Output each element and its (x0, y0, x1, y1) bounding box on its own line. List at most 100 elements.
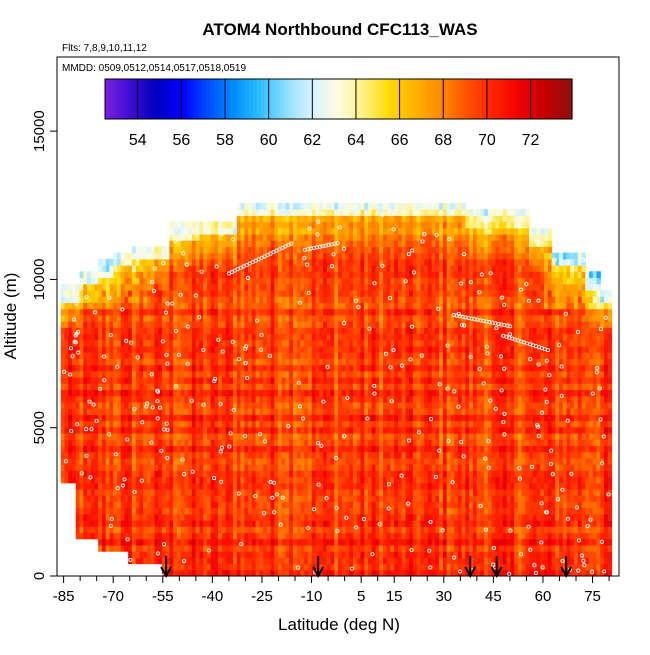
heatmap-cell (379, 501, 384, 509)
heatmap-cell (139, 395, 144, 403)
heatmap-cell (191, 333, 197, 341)
heatmap-cell (146, 395, 152, 403)
heatmap-cell (83, 321, 88, 328)
heatmap-cell (139, 532, 144, 540)
heatmap-cell (229, 445, 234, 453)
heatmap-cell (203, 271, 208, 279)
heatmap-cell (349, 538, 354, 546)
heatmap-cell (255, 339, 260, 347)
heatmap-cell (255, 426, 260, 434)
heatmap-cell (278, 395, 283, 403)
heatmap-cell (109, 289, 114, 297)
heatmap-cell (124, 339, 129, 347)
heatmap-cell (375, 520, 380, 527)
heatmap-cell (150, 488, 156, 496)
heatmap-cell (390, 488, 395, 496)
heatmap-cell (274, 507, 279, 515)
heatmap-cell (120, 314, 126, 322)
heatmap-cell (248, 308, 253, 316)
heatmap-cell (214, 414, 219, 422)
heatmap-cell (379, 470, 384, 478)
heatmap-cell (143, 296, 148, 303)
heatmap-cell (203, 520, 208, 527)
heatmap-cell (154, 289, 159, 297)
heatmap-cell (195, 302, 200, 310)
heatmap-cell (308, 333, 313, 341)
heatmap-cell (289, 532, 294, 540)
heatmap-cell (371, 265, 377, 272)
heatmap-cell (349, 420, 354, 428)
heatmap-cell (184, 476, 189, 484)
heatmap-cell (199, 265, 204, 272)
heatmap-cell (323, 233, 328, 241)
heatmap-cell (390, 364, 395, 372)
heatmap-cell (146, 265, 152, 272)
heatmap-cell (188, 364, 193, 372)
heatmap-cell (180, 221, 185, 229)
heatmap-cell (382, 321, 388, 328)
heatmap-cell (124, 389, 129, 397)
heatmap-cell (251, 464, 257, 471)
heatmap-cell (180, 408, 185, 415)
heatmap-cell (131, 445, 137, 453)
heatmap-cell (240, 283, 245, 291)
heatmap-cell (240, 544, 245, 552)
heatmap-cell (210, 532, 215, 540)
heatmap-cell (203, 377, 208, 384)
heatmap-cell (161, 383, 167, 391)
heatmap-cell (394, 296, 399, 303)
heatmap-cell (98, 383, 103, 391)
heatmap-cell (158, 314, 163, 322)
heatmap-cell (386, 520, 392, 527)
heatmap-cell (150, 271, 156, 279)
heatmap-cell (180, 389, 185, 397)
heatmap-cell (390, 283, 395, 291)
heatmap-cell (356, 333, 362, 341)
heatmap-cell (184, 395, 189, 403)
heatmap-cell (94, 302, 99, 310)
heatmap-cell (169, 464, 174, 471)
heatmap-cell (68, 470, 73, 478)
heatmap-cell (199, 246, 204, 254)
heatmap-cell (274, 209, 279, 216)
heatmap-cell (300, 258, 305, 266)
heatmap-cell (135, 277, 141, 285)
heatmap-cell (143, 258, 148, 266)
heatmap-cell (105, 476, 111, 484)
heatmap-cell (165, 321, 170, 328)
heatmap-cell (386, 302, 392, 310)
heatmap-cell (274, 283, 279, 291)
heatmap-cell (143, 532, 148, 540)
heatmap-cell (326, 377, 332, 384)
heatmap-cell (251, 457, 257, 465)
heatmap-cell (195, 476, 200, 484)
heatmap-cell (311, 470, 317, 478)
heatmap-cell (173, 265, 178, 272)
heatmap-cell (233, 563, 238, 571)
heatmap-cell (274, 476, 279, 484)
heatmap-cell (236, 277, 242, 285)
heatmap-cell (214, 302, 219, 310)
heatmap-cell (266, 209, 272, 216)
heatmap-cell (169, 457, 174, 465)
heatmap-cell (120, 389, 126, 397)
heatmap-cell (124, 414, 129, 422)
heatmap-cell (270, 221, 275, 229)
heatmap-cell (206, 233, 212, 241)
heatmap-cell (281, 482, 287, 490)
heatmap-cell (131, 526, 137, 534)
heatmap-cell (248, 240, 253, 248)
heatmap-cell (139, 327, 144, 335)
heatmap-cell (397, 358, 403, 366)
heatmap-cell (233, 221, 238, 229)
heatmap-cell (382, 401, 388, 409)
heatmap-cell (255, 526, 260, 534)
heatmap-cell (364, 426, 369, 434)
heatmap-cell (371, 358, 377, 366)
heatmap-cell (356, 352, 362, 359)
heatmap-cell (308, 507, 313, 515)
heatmap-cell (214, 513, 219, 521)
heatmap-cell (109, 401, 114, 409)
heatmap-cell (338, 333, 343, 341)
heatmap-cell (315, 271, 320, 279)
